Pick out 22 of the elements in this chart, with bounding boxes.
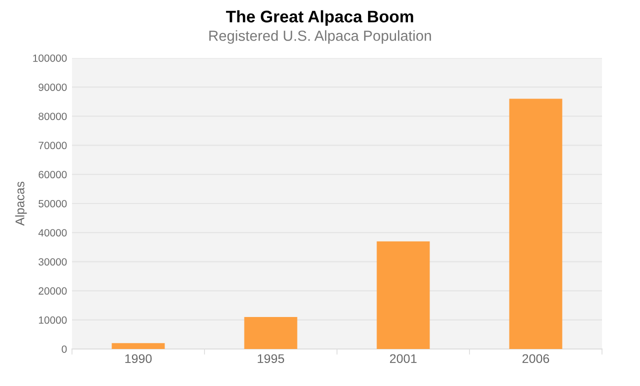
y-tick-label: 90000 <box>38 84 67 91</box>
x-tick-label: 1995 <box>258 354 284 364</box>
y-tick-label: 30000 <box>38 258 67 266</box>
bar <box>509 98 562 349</box>
y-tick-label: 0 <box>62 346 67 353</box>
y-tick-label: 50000 <box>38 200 67 208</box>
x-tick-label: 1990 <box>125 354 152 364</box>
y-axis-title: Alpacas <box>15 182 27 226</box>
y-tick-label: 10000 <box>38 316 67 324</box>
y-tick-label: 40000 <box>38 229 67 236</box>
bar <box>244 316 298 349</box>
y-tick-label: 80000 <box>38 112 67 120</box>
x-tick-label: 2001 <box>390 354 417 364</box>
y-tick-label: 60000 <box>38 170 67 178</box>
x-tick-label: 2006 <box>522 354 550 364</box>
chart-title: The Great Alpaca Boom <box>226 10 414 26</box>
y-tick-label: 20000 <box>38 287 67 295</box>
bar <box>376 241 430 349</box>
y-tick-label: 100000 <box>33 54 67 62</box>
y-tick-label: 70000 <box>38 142 67 150</box>
chart-subtitle: Registered U.S. Alpaca Population <box>209 30 431 44</box>
bar <box>112 343 165 349</box>
